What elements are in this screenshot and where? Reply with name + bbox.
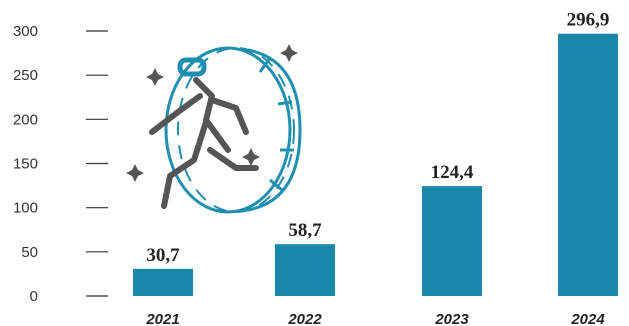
bar-2024 (558, 33, 618, 296)
bar-2021 (133, 268, 193, 296)
value-label-2022: 58,7 (288, 220, 322, 241)
value-label-2023: 124,4 (431, 162, 474, 183)
value-labels: 30,7 58,7 124,4 296,9 (146, 10, 609, 266)
x-axis: 2021 2022 2023 2024 (145, 311, 605, 326)
y-tick-label: 50 (21, 244, 38, 261)
value-label-2021: 30,7 (146, 245, 180, 266)
y-tick-label: 100 (13, 200, 38, 217)
x-tick-label: 2023 (434, 311, 469, 326)
bars (133, 33, 618, 296)
y-tick-label: 150 (13, 156, 38, 173)
x-tick-label: 2022 (287, 311, 322, 326)
y-tick-label: 250 (13, 67, 38, 84)
x-tick-label: 2024 (570, 311, 605, 326)
value-label-2024: 296,9 (567, 10, 610, 31)
y-tick-label: 200 (13, 111, 38, 128)
y-tick-label: 300 (13, 23, 38, 40)
bar-2022 (275, 244, 335, 296)
bar-2023 (422, 186, 482, 296)
y-axis: 0 50 100 150 200 250 300 (13, 23, 108, 305)
y-tick-label: 0 (30, 288, 38, 305)
x-tick-label: 2021 (145, 311, 179, 326)
vr-portal-icon (126, 44, 302, 214)
